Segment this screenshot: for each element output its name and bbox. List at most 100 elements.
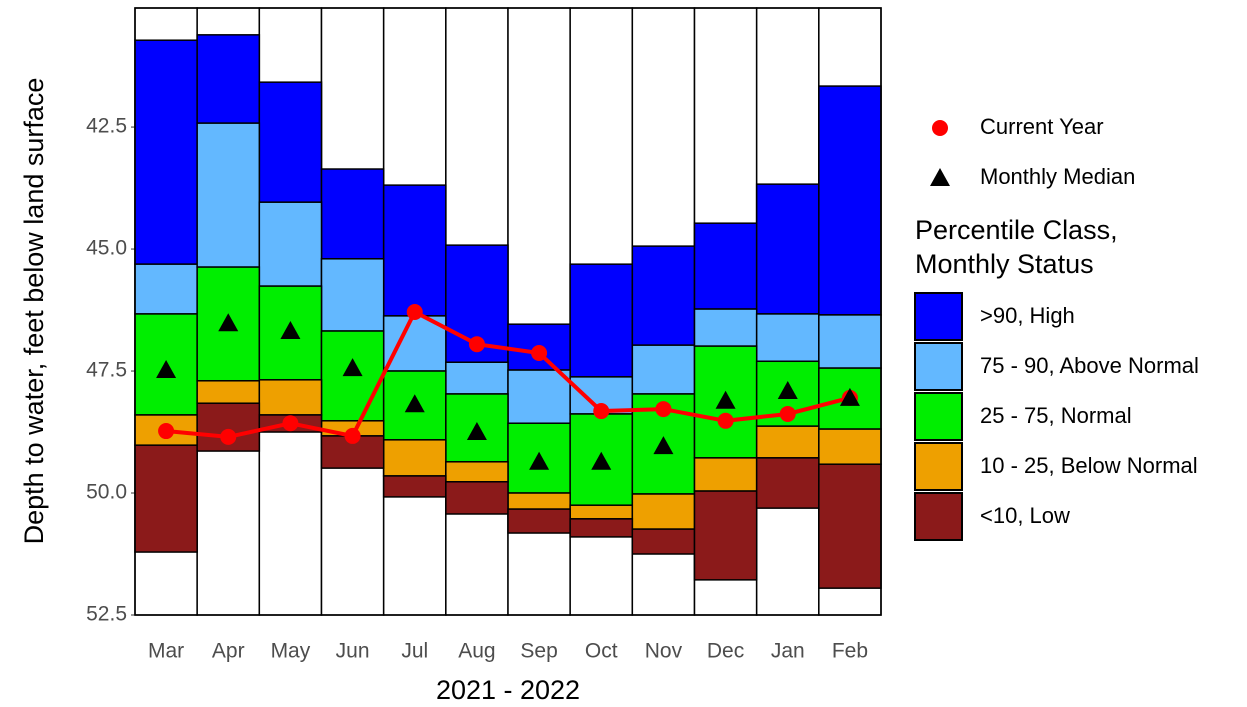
x-tick-label: Jan <box>771 640 805 663</box>
bar-segment <box>693 490 758 581</box>
median-marker <box>466 422 487 441</box>
bar-segment <box>755 313 820 363</box>
legend-label: 10 - 25, Below Normal <box>980 453 1198 478</box>
current-year-point <box>158 423 175 440</box>
median-marker <box>218 313 239 332</box>
median-marker <box>839 387 860 406</box>
bar-segment <box>507 508 571 534</box>
legend-title: Monthly Status <box>915 249 1094 279</box>
bar-segment <box>818 428 882 465</box>
plot-frame <box>134 7 882 616</box>
x-tick-label: Aug <box>458 640 495 663</box>
bar-segment <box>507 492 571 510</box>
legend-swatch <box>914 442 963 491</box>
y-axis-label: Depth to water, feet below land surface <box>19 78 49 545</box>
current-year-point <box>717 412 734 429</box>
y-tick-label: 50.0 <box>86 481 127 504</box>
median-marker <box>529 451 550 470</box>
current-year-point <box>468 336 485 353</box>
bar-segment <box>631 493 696 530</box>
y-tick-label: 47.5 <box>86 359 127 382</box>
current-year-point <box>344 427 361 444</box>
x-tick-label: Mar <box>148 640 184 663</box>
bar-segment <box>320 168 385 260</box>
bar-segment <box>196 380 261 404</box>
current-year-point <box>779 405 796 422</box>
median-marker <box>653 436 674 455</box>
legend-swatch <box>914 492 963 541</box>
current-year-point <box>531 344 548 361</box>
median-marker <box>404 394 425 413</box>
bar-segment <box>818 314 882 369</box>
bar-segment <box>507 369 571 424</box>
x-tick-label: Apr <box>212 640 245 663</box>
x-tick-label: Sep <box>520 640 557 663</box>
bar-segment <box>445 361 509 395</box>
bar-segment <box>258 81 323 203</box>
legend-label: Monthly Median <box>980 164 1135 189</box>
legend-swatch <box>914 292 963 341</box>
median-marker <box>156 360 177 379</box>
bar-segment <box>693 308 758 347</box>
bar-segment <box>382 439 447 477</box>
bar-segment <box>818 85 882 316</box>
legend-label: 75 - 90, Above Normal <box>980 353 1199 378</box>
x-tick-label: Jun <box>336 640 370 663</box>
bar-segment <box>196 122 261 268</box>
x-tick-label: Dec <box>707 640 744 663</box>
bar-segment <box>134 444 198 553</box>
bar-segment <box>569 263 634 378</box>
bar-segment <box>196 34 261 124</box>
bar-segment <box>320 258 385 332</box>
median-marker <box>715 390 736 409</box>
bar-segment <box>382 184 447 317</box>
bar-segment <box>134 263 198 315</box>
x-tick-label: Oct <box>585 640 618 663</box>
bar-segment <box>445 461 509 483</box>
bar-segment <box>631 528 696 555</box>
bar-segment <box>818 463 882 589</box>
current-year-point <box>406 303 423 320</box>
median-marker <box>342 358 363 377</box>
bar-segment <box>631 344 696 395</box>
median-marker <box>777 381 798 400</box>
current-year-point <box>655 401 672 418</box>
legend-marker <box>930 168 950 186</box>
bar-segment <box>258 201 323 287</box>
current-year-point <box>220 428 237 445</box>
legend-marker <box>932 120 948 136</box>
x-tick-label: May <box>271 640 311 663</box>
bar-segment <box>631 245 696 346</box>
legend-label: 25 - 75, Normal <box>980 403 1132 428</box>
bar-segment <box>134 39 198 265</box>
bar-segment <box>755 425 820 459</box>
legend-swatch <box>914 392 963 441</box>
median-marker <box>591 451 612 470</box>
legend-label: <10, Low <box>980 503 1070 528</box>
legend-title: Percentile Class, <box>915 215 1118 245</box>
bar-segment <box>445 481 509 515</box>
median-marker <box>280 321 301 340</box>
bar-segment <box>569 504 634 520</box>
legend-label: >90, High <box>980 303 1075 328</box>
bar-segment <box>755 457 820 509</box>
x-axis-label: 2021 - 2022 <box>436 675 580 705</box>
legend-label: Current Year <box>980 114 1104 139</box>
bar-segment <box>693 457 758 492</box>
current-year-point <box>282 415 299 432</box>
bar-segment <box>569 518 634 538</box>
bar-segment <box>693 222 758 310</box>
x-tick-label: Jul <box>401 640 428 663</box>
legend-swatch <box>914 342 963 391</box>
bar-segment <box>755 183 820 315</box>
x-tick-label: Nov <box>645 640 683 663</box>
y-tick-label: 52.5 <box>86 603 127 626</box>
current-year-point <box>593 403 610 420</box>
bar-segment <box>382 475 447 498</box>
current-year-line <box>165 309 851 439</box>
bar-segment <box>258 379 323 416</box>
y-tick-label: 42.5 <box>86 115 127 138</box>
y-tick-label: 45.0 <box>86 237 127 260</box>
x-tick-label: Feb <box>832 640 868 663</box>
